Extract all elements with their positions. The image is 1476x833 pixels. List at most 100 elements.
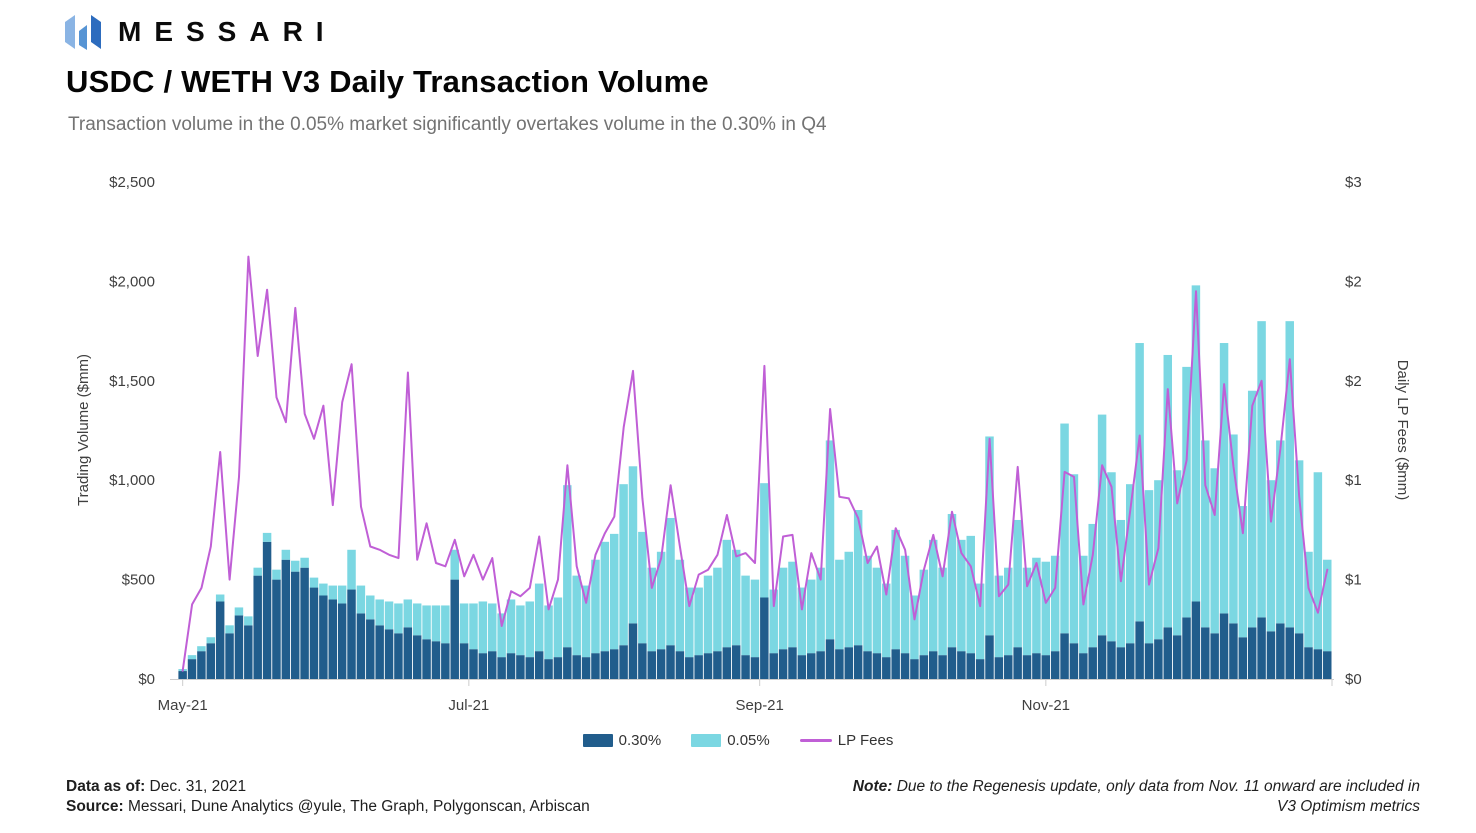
- volume-bar-030: [478, 653, 488, 679]
- volume-bar-005: [1285, 321, 1294, 628]
- legend-label-lp-fees: LP Fees: [837, 732, 894, 749]
- volume-bar-030: [431, 641, 441, 679]
- volume-bar-005: [1323, 559, 1332, 652]
- volume-bar-030: [797, 655, 807, 679]
- volume-bar-005: [957, 539, 966, 652]
- volume-bar-030: [234, 615, 244, 679]
- source-value: Messari, Dune Analytics @yule, The Graph…: [123, 798, 590, 815]
- volume-bar-030: [910, 659, 919, 679]
- volume-bar-030: [1032, 653, 1041, 679]
- volume-bar-030: [206, 643, 216, 679]
- volume-bar-030: [563, 647, 572, 679]
- volume-bar-005: [994, 575, 1004, 658]
- volume-bar-030: [488, 651, 497, 679]
- volume-bar-005: [966, 535, 975, 654]
- volume-bar-030: [985, 635, 994, 679]
- volume-bar-030: [928, 651, 938, 679]
- volume-bar-005: [488, 603, 497, 652]
- volume-bar-030: [1238, 637, 1248, 679]
- volume-bar-005: [666, 517, 675, 646]
- volume-bar-030: [1182, 617, 1191, 679]
- volume-bar-005: [1266, 480, 1276, 632]
- volume-bar-030: [290, 571, 300, 679]
- volume-bar-005: [459, 603, 469, 644]
- volume-bar-005: [882, 583, 891, 658]
- volume-bar-030: [459, 643, 469, 679]
- volume-bar-005: [1088, 523, 1097, 648]
- volume-bar-030: [900, 653, 910, 679]
- volume-bar-005: [187, 655, 197, 660]
- volume-bar-030: [975, 659, 985, 679]
- page-subtitle: Transaction volume in the 0.05% market s…: [68, 114, 827, 135]
- volume-bar-030: [853, 645, 863, 679]
- volume-bar-030: [187, 659, 197, 679]
- volume-bar-005: [403, 599, 413, 628]
- volume-bar-005: [600, 541, 610, 652]
- volume-bar-005: [225, 625, 234, 634]
- volume-bar-030: [1191, 601, 1201, 679]
- page-title: USDC / WETH V3 Daily Transaction Volume: [66, 64, 709, 99]
- volume-bar-030: [262, 541, 272, 679]
- data-as-of-value: Dec. 31, 2021: [145, 778, 247, 795]
- volume-bar-030: [497, 657, 506, 679]
- volume-bar-005: [591, 559, 600, 654]
- volume-bar-030: [534, 651, 544, 679]
- footer-note: Note: Due to the Regenesis update, only …: [720, 777, 1420, 817]
- volume-bar-030: [591, 653, 600, 679]
- volume-bar-005: [722, 539, 732, 648]
- volume-bar-005: [863, 555, 872, 652]
- chart-legend: 0.30% 0.05% LP Fees: [0, 732, 1476, 749]
- volume-bar-005: [1050, 555, 1060, 652]
- volume-bar-005: [441, 605, 450, 644]
- note-line-2: V3 Optimism metrics: [1277, 798, 1420, 815]
- volume-bar-030: [722, 647, 732, 679]
- volume-bar-005: [563, 485, 572, 648]
- volume-bar-005: [309, 577, 319, 588]
- volume-bar-005: [731, 549, 741, 646]
- volume-bar-005: [1135, 343, 1144, 622]
- legend-label-030: 0.30%: [618, 732, 662, 749]
- volume-bar-005: [1013, 519, 1022, 648]
- volume-bar-030: [337, 603, 347, 679]
- volume-bar-030: [1107, 641, 1116, 679]
- volume-bar-005: [412, 603, 422, 636]
- y-right-tick-label: $0: [1345, 671, 1362, 688]
- volume-bar-005: [525, 601, 535, 658]
- volume-bar-005: [1294, 460, 1304, 634]
- volume-bar-005: [778, 567, 788, 650]
- volume-bar-005: [281, 549, 291, 560]
- volume-bar-030: [1088, 647, 1097, 679]
- volume-bar-030: [1022, 655, 1032, 679]
- volume-bar-030: [394, 633, 403, 679]
- volume-bar-005: [1313, 472, 1323, 650]
- volume-bar-030: [609, 649, 619, 679]
- volume-bar-030: [319, 595, 328, 679]
- volume-bar-005: [741, 575, 750, 656]
- volume-bar-030: [600, 651, 610, 679]
- volume-bar-030: [882, 657, 891, 679]
- volume-bar-030: [347, 589, 356, 679]
- volume-bar-030: [966, 653, 975, 679]
- volume-bar-005: [469, 603, 478, 650]
- volume-bar-005: [1060, 423, 1069, 634]
- volume-bar-030: [1050, 651, 1060, 679]
- volume-bar-005: [1107, 472, 1116, 642]
- volume-bar-005: [272, 569, 281, 580]
- volume-bar-005: [1229, 434, 1238, 624]
- volume-bar-030: [422, 639, 431, 679]
- volume-bar-005: [534, 583, 544, 652]
- y-left-axis-title: Trading Volume ($mm): [75, 354, 92, 506]
- volume-bar-005: [506, 599, 516, 654]
- volume-bar-005: [1276, 440, 1285, 624]
- data-as-of-label: Data as of:: [66, 778, 146, 795]
- volume-bar-030: [281, 559, 291, 679]
- volume-bar-030: [1041, 655, 1051, 679]
- volume-bar-030: [215, 601, 225, 679]
- messari-logo-icon: [65, 15, 101, 50]
- volume-bar-005: [262, 532, 272, 542]
- volume-bar-005: [788, 561, 797, 648]
- volume-bar-030: [1285, 627, 1294, 679]
- volume-bar-005: [985, 436, 994, 636]
- volume-bar-030: [506, 653, 516, 679]
- volume-bar-005: [844, 551, 854, 648]
